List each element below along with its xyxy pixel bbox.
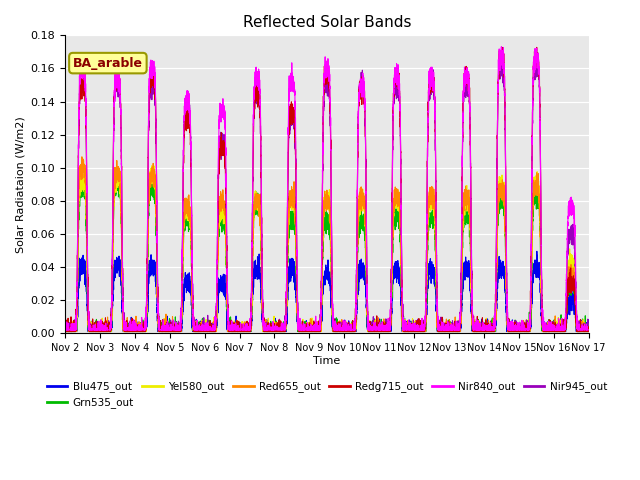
- Redg715_out: [563, 299, 570, 304]
- Grn535_out: [61, 329, 69, 335]
- Line: Grn535_out: Grn535_out: [65, 174, 589, 332]
- Line: Red655_out: Red655_out: [65, 157, 589, 332]
- Title: Reflected Solar Bands: Reflected Solar Bands: [243, 15, 411, 30]
- Grn535_out: [556, 320, 564, 326]
- Red655_out: [239, 322, 247, 327]
- Nir945_out: [534, 52, 541, 58]
- Redg715_out: [61, 329, 69, 335]
- Line: Blu475_out: Blu475_out: [65, 251, 589, 332]
- Yel580_out: [61, 329, 69, 335]
- Redg715_out: [239, 327, 247, 333]
- Legend: Blu475_out, Grn535_out, Yel580_out, Red655_out, Redg715_out, Nir840_out, Nir945_: Blu475_out, Grn535_out, Yel580_out, Red6…: [42, 377, 611, 412]
- Redg715_out: [444, 327, 452, 333]
- Nir945_out: [563, 284, 570, 289]
- Redg715_out: [309, 329, 317, 335]
- Blu475_out: [309, 329, 317, 335]
- Line: Nir840_out: Nir840_out: [65, 47, 589, 330]
- Nir840_out: [239, 327, 247, 333]
- Nir840_out: [459, 148, 467, 154]
- Grn535_out: [459, 245, 467, 251]
- Nir840_out: [309, 326, 317, 332]
- Red655_out: [309, 329, 317, 335]
- Line: Yel580_out: Yel580_out: [65, 166, 589, 332]
- Grn535_out: [444, 329, 452, 335]
- Text: BA_arable: BA_arable: [73, 57, 143, 70]
- Nir945_out: [239, 325, 247, 331]
- Y-axis label: Solar Radiataion (W/m2): Solar Radiataion (W/m2): [15, 116, 25, 252]
- Redg715_out: [556, 329, 564, 335]
- Blu475_out: [556, 329, 564, 335]
- Red655_out: [556, 329, 564, 335]
- Red655_out: [61, 329, 69, 335]
- Nir945_out: [309, 325, 317, 331]
- Nir840_out: [556, 327, 564, 333]
- Yel580_out: [148, 163, 156, 168]
- Nir945_out: [61, 325, 69, 331]
- Nir840_out: [563, 268, 570, 274]
- Grn535_out: [61, 323, 69, 329]
- Grn535_out: [563, 304, 570, 310]
- Redg715_out: [533, 45, 541, 50]
- Blu475_out: [239, 329, 247, 335]
- Yel580_out: [239, 329, 247, 335]
- Nir840_out: [61, 327, 69, 333]
- Line: Redg715_out: Redg715_out: [65, 48, 589, 332]
- Nir840_out: [585, 327, 593, 333]
- Red655_out: [563, 311, 570, 316]
- Nir945_out: [459, 145, 467, 151]
- Redg715_out: [459, 145, 467, 151]
- Nir840_out: [497, 44, 505, 49]
- Yel580_out: [563, 300, 570, 305]
- Nir945_out: [585, 325, 593, 331]
- Nir945_out: [556, 325, 564, 331]
- Grn535_out: [309, 329, 317, 335]
- Red655_out: [78, 154, 86, 160]
- Blu475_out: [459, 277, 467, 283]
- Yel580_out: [556, 327, 564, 333]
- Blu475_out: [563, 314, 570, 320]
- Yel580_out: [444, 329, 452, 335]
- Grn535_out: [585, 328, 593, 334]
- Grn535_out: [239, 329, 247, 335]
- Red655_out: [585, 329, 593, 335]
- Nir840_out: [61, 322, 69, 327]
- Yel580_out: [585, 329, 593, 335]
- Grn535_out: [115, 171, 122, 177]
- Red655_out: [444, 329, 452, 335]
- Nir945_out: [444, 325, 452, 331]
- Blu475_out: [533, 248, 541, 254]
- Yel580_out: [459, 229, 467, 235]
- Line: Nir945_out: Nir945_out: [65, 55, 589, 328]
- Blu475_out: [61, 323, 69, 328]
- X-axis label: Time: Time: [313, 356, 340, 366]
- Blu475_out: [444, 329, 452, 335]
- Red655_out: [459, 225, 467, 231]
- Redg715_out: [585, 328, 593, 334]
- Blu475_out: [61, 329, 69, 335]
- Blu475_out: [585, 329, 593, 335]
- Nir840_out: [444, 327, 452, 333]
- Yel580_out: [309, 329, 317, 335]
